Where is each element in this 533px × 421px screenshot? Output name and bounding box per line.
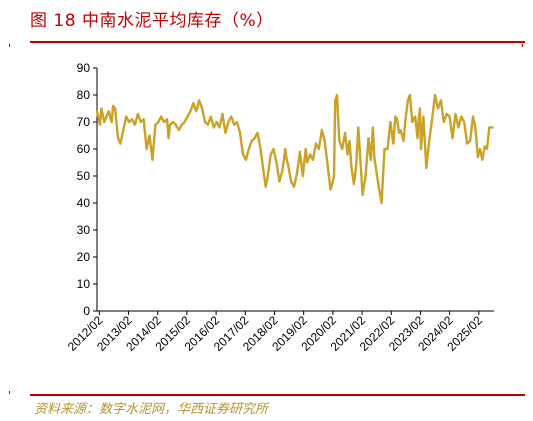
y-tick-label: 10 bbox=[77, 277, 91, 291]
y-tick-label: 30 bbox=[77, 223, 91, 237]
series-line bbox=[95, 93, 494, 205]
source-rule bbox=[30, 394, 525, 396]
y-axis: 0 10 20 30 40 50 60 70 80 90 bbox=[77, 61, 98, 318]
edge-mark-left bbox=[9, 44, 10, 47]
series-group bbox=[95, 93, 494, 205]
y-tick-label: 0 bbox=[83, 304, 90, 318]
figure-title: 图 18 中南水泥平均库存（%） bbox=[30, 11, 274, 31]
edge-mark-left-bottom bbox=[9, 391, 10, 394]
y-tick-label: 50 bbox=[77, 169, 91, 183]
y-tick-label: 20 bbox=[77, 250, 91, 264]
x-axis: 2012/022013/022014/022015/022016/022017/… bbox=[65, 310, 494, 354]
title-rule bbox=[30, 41, 525, 43]
y-tick-label: 60 bbox=[77, 142, 91, 156]
y-tick-label: 90 bbox=[77, 61, 91, 75]
y-tick-label: 70 bbox=[77, 115, 91, 129]
source-note: 资料来源：数字水泥网，华西证券研究所 bbox=[34, 402, 269, 417]
y-tick-label: 80 bbox=[77, 88, 91, 102]
y-tick-label: 40 bbox=[77, 196, 91, 210]
edge-mark-right bbox=[522, 44, 523, 47]
